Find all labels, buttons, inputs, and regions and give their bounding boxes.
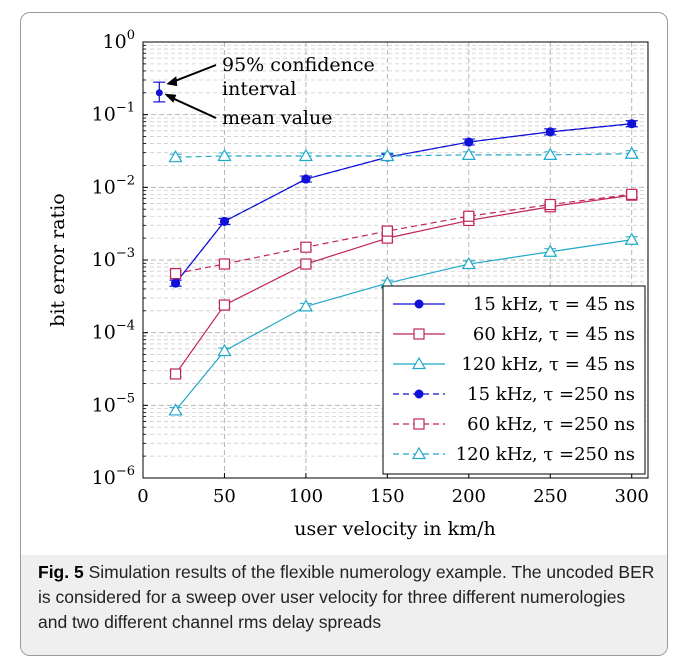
- y-axis-label: bit error ratio: [47, 193, 69, 326]
- legend-swatch-marker: [411, 356, 427, 370]
- data-point: [169, 368, 182, 380]
- data-point: [168, 403, 183, 416]
- data-point: [219, 216, 229, 226]
- series-5: [169, 188, 638, 280]
- data-point: [543, 147, 558, 160]
- series-3: [168, 232, 639, 416]
- annotation-mean-value: mean value: [222, 107, 332, 129]
- data-point: [543, 244, 558, 257]
- legend: 15 kHz, τ = 45 ns 60 kHz, τ = 45 ns 120 kH…: [382, 285, 646, 475]
- legend-swatch-marker: [414, 389, 424, 399]
- example-mean-point: [155, 89, 163, 97]
- figure-caption: Fig. 5 Simulation results of the flexibl…: [38, 560, 658, 635]
- data-point: [381, 225, 393, 237]
- data-point: [461, 256, 476, 270]
- data-point: [463, 210, 475, 222]
- caption-label: Fig. 5: [38, 562, 84, 582]
- x-tick-label: 50: [213, 486, 236, 507]
- data-point: [624, 232, 639, 245]
- x-axis-label: user velocity in km/h: [294, 518, 496, 540]
- data-point: [300, 258, 312, 270]
- x-tick-label: 200: [452, 486, 486, 507]
- y-tick-label: 10−4: [92, 319, 135, 344]
- data-point: [544, 198, 556, 211]
- data-point: [171, 278, 181, 288]
- legend-entry: 120 kHz, τ =250 ns: [456, 444, 635, 465]
- legend-swatch-marker: [413, 328, 425, 340]
- data-point: [380, 148, 395, 162]
- series-6: [168, 146, 639, 163]
- data-point: [169, 267, 182, 280]
- legend-entry: 120 kHz, τ = 45 ns: [461, 354, 635, 375]
- data-point: [627, 119, 637, 129]
- x-tick-label: 100: [289, 486, 323, 507]
- data-point: [298, 148, 313, 162]
- data-point: [218, 258, 231, 270]
- data-point: [301, 174, 311, 184]
- annotation-confidence: 95% confidence: [222, 54, 375, 76]
- y-tick-label: 10−2: [92, 173, 135, 198]
- legend-swatch-marker: [411, 446, 427, 460]
- data-point: [464, 137, 474, 147]
- data-point: [168, 149, 183, 163]
- axis-ticks: 0 50 100 150 200 250 300 100 10−1 10−2 10−3 10−4 10−…: [92, 28, 649, 507]
- y-tick-label: 10−6: [92, 464, 135, 489]
- data-point: [545, 127, 555, 137]
- data-point: [300, 241, 312, 253]
- legend-entry: 60 kHz, τ =250 ns: [467, 414, 635, 435]
- legend-entry: 60 kHz, τ = 45 ns: [473, 324, 635, 345]
- data-point: [298, 299, 313, 312]
- legend-swatch-marker: [414, 299, 424, 309]
- mean-arrow: [166, 94, 217, 119]
- data-point: [624, 146, 639, 159]
- data-point: [626, 188, 638, 200]
- data-point: [217, 343, 232, 357]
- mean-arrowhead: [164, 93, 177, 103]
- y-tick-label: 10−5: [92, 391, 135, 416]
- caption-background: [21, 555, 667, 655]
- y-tick-label: 10−1: [92, 101, 135, 126]
- series-group: [168, 119, 639, 416]
- x-tick-label: 250: [533, 486, 567, 507]
- data-point: [218, 299, 231, 311]
- x-tick-label: 300: [615, 486, 649, 507]
- x-tick-label: 0: [137, 486, 148, 507]
- ber-chart: 0 50 100 150 200 250 300 100 10−1 10−2 10−3 10−4 10−…: [47, 28, 649, 540]
- x-tick-label: 150: [370, 486, 404, 507]
- data-point: [217, 148, 232, 162]
- y-tick-label: 100: [103, 28, 135, 53]
- ci-arrow: [168, 64, 217, 85]
- caption-text: Simulation results of the flexible numer…: [38, 562, 655, 632]
- annotation-interval: interval: [222, 78, 296, 100]
- legend-swatch-marker: [413, 418, 425, 430]
- legend-entry: 15 kHz, τ =250 ns: [467, 384, 635, 405]
- y-tick-label: 10−3: [92, 246, 135, 271]
- legend-box: [382, 285, 646, 475]
- ci-arrowhead: [166, 76, 178, 87]
- data-point: [461, 147, 476, 160]
- legend-entry: 15 kHz, τ = 45 ns: [473, 294, 635, 315]
